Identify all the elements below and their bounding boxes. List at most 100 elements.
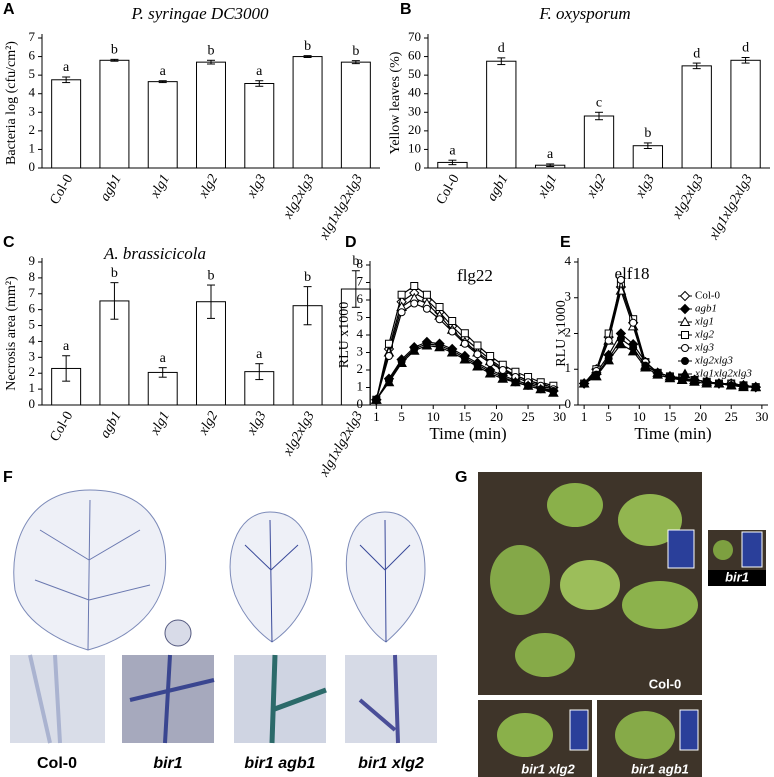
marker — [460, 329, 469, 338]
marker — [640, 361, 651, 372]
error-bar — [255, 80, 264, 87]
error-bar — [595, 111, 603, 121]
y-tick-label: 0 — [29, 159, 36, 174]
marker — [616, 275, 625, 284]
panel-label: F — [3, 469, 13, 486]
marker — [397, 290, 406, 299]
chart-title: F. oxysporum — [538, 4, 630, 23]
y-tick-label: 6 — [357, 291, 364, 306]
x-tick-label: xlg2 — [584, 172, 610, 201]
error-bar — [303, 55, 312, 58]
significance-letter: a — [63, 60, 70, 75]
panel-label: E — [560, 234, 571, 251]
x-tick-label: 15 — [458, 409, 471, 424]
marker — [486, 359, 495, 367]
bar — [340, 61, 371, 169]
y-tick-label: 3 — [29, 103, 36, 118]
y-tick-label: 3 — [565, 289, 572, 304]
marker — [397, 308, 406, 317]
legend-label: xlg2xlg3 — [694, 355, 733, 367]
y-tick-label: 7 — [29, 285, 36, 300]
bar — [583, 115, 615, 169]
marker — [615, 338, 627, 349]
marker — [472, 360, 483, 371]
x-tick-label: xlg2 — [196, 409, 222, 438]
legend-label: Col-0 — [695, 290, 721, 302]
error-bar — [158, 367, 167, 378]
x-tick-label: 10 — [633, 409, 646, 424]
y-tick-label: 3 — [357, 343, 364, 358]
error-bar — [546, 163, 555, 168]
marker — [396, 357, 407, 367]
y-axis-label: RLU x1000 — [337, 302, 352, 369]
panel-g-art — [478, 472, 766, 777]
x-tick-label: xlg2xlg3 — [280, 409, 318, 459]
error-bar — [303, 286, 312, 326]
panel-f-label: bir1 xlg2 — [358, 755, 424, 772]
x-tick-label: 20 — [490, 409, 503, 424]
bar — [632, 145, 664, 169]
marker — [434, 341, 445, 352]
bar — [292, 56, 323, 169]
marker — [460, 339, 469, 348]
marker — [410, 282, 419, 290]
x-axis-label: Time (min) — [634, 424, 711, 443]
significance-letter: b — [304, 39, 311, 54]
y-tick-label: 0 — [415, 159, 422, 174]
marker — [548, 387, 559, 397]
significance-letter: b — [208, 44, 215, 59]
marker — [738, 381, 749, 392]
marker — [629, 318, 638, 327]
marker — [679, 368, 691, 378]
marker — [652, 369, 664, 379]
marker — [435, 315, 444, 324]
y-axis-label: RLU x1000 — [554, 300, 569, 367]
x-tick-label: xlg1 — [147, 409, 173, 438]
marker — [497, 373, 509, 383]
error-bar — [207, 59, 215, 65]
y-tick-label: 4 — [565, 253, 572, 268]
y-tick-label: 40 — [408, 85, 421, 100]
marker — [486, 352, 495, 360]
x-tick-label: 25 — [725, 409, 738, 424]
marker — [591, 370, 602, 381]
panel-g-label: bir1 — [725, 569, 749, 584]
y-tick-label: 5 — [357, 308, 364, 323]
significance-letter: a — [160, 351, 167, 366]
bar — [244, 83, 275, 169]
x-tick-label: 30 — [755, 409, 768, 424]
significance-letter: b — [644, 126, 651, 141]
marker — [435, 303, 444, 311]
marker — [473, 341, 482, 350]
marker — [664, 372, 676, 383]
significance-letter: a — [256, 64, 263, 79]
marker — [410, 299, 419, 308]
y-tick-label: 4 — [29, 85, 36, 100]
significance-letter: b — [352, 44, 359, 59]
marker — [522, 380, 534, 390]
bar — [147, 81, 178, 169]
marker — [510, 376, 521, 387]
y-tick-label: 5 — [29, 317, 36, 332]
y-tick-label: 9 — [29, 253, 36, 268]
legend-label: agb1 — [695, 303, 717, 315]
y-tick-label: 8 — [357, 256, 364, 271]
x-tick-label: Col-0 — [434, 172, 463, 207]
y-tick-label: 1 — [29, 380, 36, 395]
y-tick-label: 7 — [29, 29, 36, 44]
marker — [446, 346, 458, 357]
x-tick-label: 30 — [553, 409, 566, 424]
x-tick-label: xlg1 — [535, 172, 561, 201]
marker — [422, 290, 431, 299]
y-tick-label: 30 — [408, 103, 421, 118]
y-tick-label: 0 — [357, 396, 364, 411]
significance-letter: d — [742, 41, 749, 56]
marker — [459, 353, 471, 364]
x-tick-label: agb1 — [98, 172, 125, 204]
marker — [681, 331, 689, 339]
y-axis-label: Bacteria log (cfu/cm²) — [4, 41, 19, 165]
x-tick-label: 20 — [694, 409, 707, 424]
y-tick-label: 7 — [357, 273, 364, 288]
y-tick-label: 0 — [29, 396, 36, 411]
